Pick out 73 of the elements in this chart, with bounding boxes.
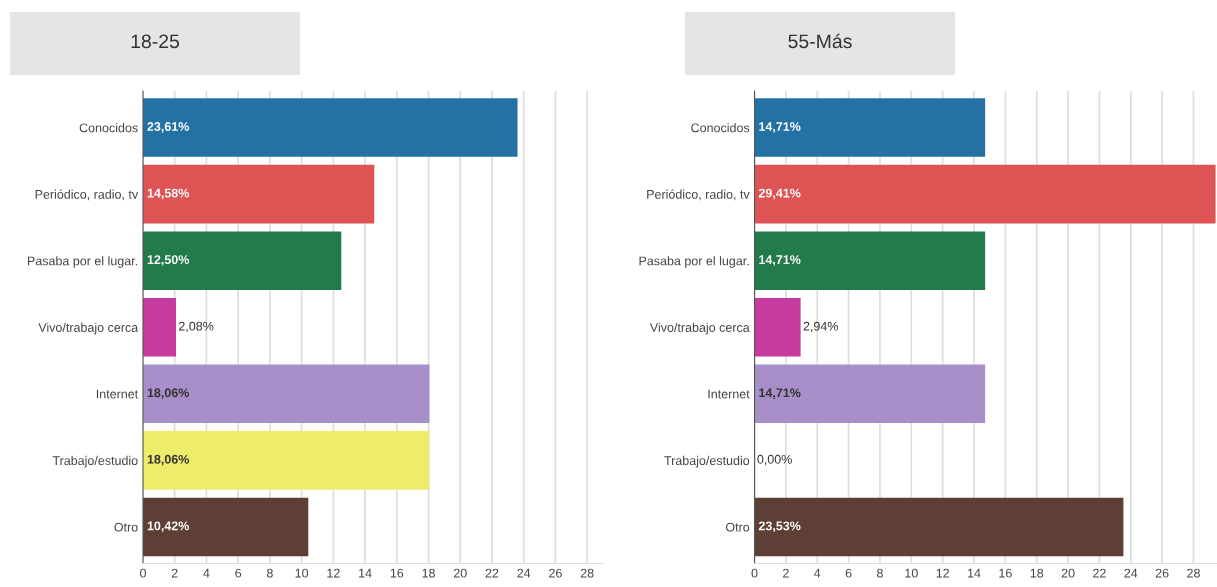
bar — [143, 297, 176, 357]
x-tick-label: 8 — [877, 568, 883, 578]
x-tick-label: 18 — [422, 568, 435, 578]
x-tick-label: 16 — [999, 568, 1012, 578]
y-tick-label: Conocidos — [691, 123, 750, 133]
y-tick-label: Internet — [96, 389, 139, 399]
data-label: 14,58% — [147, 188, 190, 200]
y-tick-label: Periódico, radio, tv — [35, 189, 139, 201]
x-tick-label: 16 — [390, 568, 404, 578]
bar — [754, 364, 986, 424]
x-tick-label: 18 — [1030, 568, 1044, 578]
y-tick-label: Internet — [708, 389, 750, 399]
y-tick-label: Pasaba por el lugar. — [27, 256, 137, 268]
chart-title: 55-Más — [788, 33, 852, 49]
bar — [143, 364, 430, 424]
y-tick-label: Conocidos — [79, 123, 138, 133]
chart-title: 18-25 — [131, 34, 180, 49]
bar — [754, 164, 1216, 224]
y-tick-label: Otro — [114, 522, 138, 532]
data-label: 14,71% — [759, 388, 801, 399]
x-tick-label: 12 — [936, 568, 949, 578]
x-tick-label: 10 — [905, 568, 918, 578]
bar — [754, 497, 1124, 557]
x-tick-label: 20 — [453, 568, 467, 578]
x-tick-label: 28 — [1187, 568, 1200, 578]
y-tick-label: Trabajo/estudio — [52, 455, 138, 468]
x-tick-label: 2 — [171, 568, 178, 578]
x-tick-label: 2 — [783, 568, 789, 578]
data-label: 23,53% — [758, 521, 801, 533]
y-tick-label: Vivo/trabajo cerca — [38, 322, 139, 335]
bar — [754, 297, 801, 357]
x-tick-label: 14 — [968, 568, 981, 578]
data-label: 14,71% — [759, 122, 801, 133]
bar — [143, 231, 342, 290]
y-tick-label: Pasaba por el lugar. — [639, 256, 749, 268]
x-tick-label: 6 — [235, 568, 242, 578]
bar — [754, 231, 986, 290]
bar — [143, 431, 430, 490]
data-label: 18,06% — [147, 388, 190, 399]
x-tick-label: 4 — [814, 568, 821, 578]
bar — [143, 98, 518, 157]
x-tick-label: 10 — [295, 568, 309, 578]
data-label: 18,06% — [147, 454, 190, 466]
y-tick-label: Trabajo/estudio — [664, 455, 750, 468]
data-label: 29,41% — [758, 188, 801, 200]
bar — [143, 497, 309, 557]
y-tick-label: Periódico, radio, tv — [647, 189, 750, 201]
y-tick-label: Vivo/trabajo cerca — [649, 322, 750, 335]
bar — [754, 98, 986, 157]
bar — [143, 164, 375, 224]
data-label: 2,94% — [803, 321, 838, 333]
x-tick-label: 24 — [1124, 568, 1138, 578]
x-tick-label: 8 — [266, 568, 273, 578]
x-tick-label: 0 — [140, 568, 146, 578]
x-tick-label: 12 — [327, 568, 340, 578]
data-label: 2,08% — [179, 321, 214, 333]
x-tick-label: 4 — [203, 568, 210, 578]
data-label: 23,61% — [147, 122, 190, 133]
data-label: 12,50% — [147, 255, 190, 266]
x-tick-label: 24 — [517, 568, 531, 578]
x-tick-label: 0 — [751, 568, 758, 578]
x-tick-label: 26 — [1155, 568, 1169, 578]
data-label: 0,00% — [757, 454, 792, 466]
x-tick-label: 20 — [1061, 568, 1075, 578]
x-tick-label: 14 — [359, 568, 372, 578]
x-tick-label: 6 — [845, 568, 852, 578]
x-tick-label: 22 — [1093, 568, 1106, 578]
x-tick-label: 26 — [549, 568, 562, 578]
data-label: 14,71% — [759, 255, 801, 266]
x-tick-label: 22 — [485, 568, 499, 578]
y-tick-label: Otro — [725, 522, 750, 532]
x-tick-label: 28 — [580, 568, 594, 578]
data-label: 10,42% — [147, 521, 190, 533]
